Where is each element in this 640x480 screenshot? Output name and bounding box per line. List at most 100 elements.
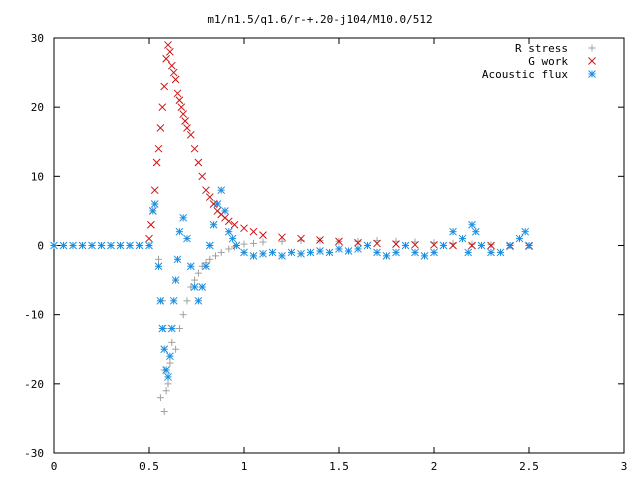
data-point	[259, 238, 267, 246]
series-g-work	[145, 41, 533, 251]
y-tick-label: 0	[37, 240, 44, 253]
x-axis: 0 0.5 1 1.5 2 2.5 3	[51, 38, 628, 473]
legend-label: R stress	[515, 42, 568, 55]
data-point	[173, 255, 182, 264]
data-point	[97, 241, 106, 250]
series-r-stress	[155, 237, 533, 415]
data-point	[160, 82, 169, 91]
y-tick-label: 30	[31, 32, 44, 45]
data-point	[126, 241, 134, 250]
data-point	[148, 207, 157, 215]
data-point	[259, 231, 267, 239]
data-point	[250, 239, 257, 247]
data-point	[468, 241, 476, 250]
data-point	[477, 241, 486, 250]
data-point	[59, 241, 68, 250]
x-tick-label: 2	[431, 460, 438, 473]
data-point	[521, 227, 530, 236]
data-point	[150, 186, 159, 195]
data-point	[468, 220, 476, 229]
data-point	[198, 172, 207, 181]
data-point	[190, 283, 199, 291]
data-point	[50, 241, 58, 250]
data-point	[206, 255, 214, 263]
legend-label: Acoustic flux	[482, 68, 568, 81]
data-point	[164, 41, 172, 49]
data-point	[515, 234, 524, 243]
series-acoustic-flux	[50, 186, 533, 381]
data-point	[458, 234, 467, 243]
data-point	[224, 227, 233, 236]
data-point	[464, 248, 473, 257]
data-point	[154, 262, 163, 271]
data-point	[278, 233, 286, 242]
data-point	[373, 248, 381, 257]
data-point	[160, 345, 169, 354]
x-tick-label: 2.5	[519, 460, 539, 473]
data-point	[209, 220, 218, 229]
data-point	[240, 248, 248, 257]
data-point	[168, 338, 176, 346]
data-point	[232, 241, 241, 250]
data-point	[160, 408, 168, 415]
data-point	[88, 241, 96, 250]
data-point	[164, 373, 172, 381]
data-point	[325, 248, 334, 257]
data-point	[135, 241, 144, 250]
data-point	[230, 220, 239, 229]
data-point	[107, 241, 115, 250]
x-tick-label: 3	[621, 460, 628, 473]
data-point	[335, 237, 343, 246]
data-point	[205, 193, 214, 201]
data-point	[525, 241, 533, 250]
data-point	[209, 200, 218, 208]
data-point	[172, 345, 180, 353]
data-point	[496, 248, 505, 257]
legend-marker	[588, 44, 596, 52]
data-point	[166, 47, 174, 56]
data-point	[354, 237, 362, 245]
data-point	[411, 240, 419, 249]
data-point	[177, 103, 186, 112]
data-point	[175, 227, 184, 236]
data-point	[240, 240, 248, 248]
data-point	[487, 241, 495, 250]
data-point	[205, 241, 214, 250]
data-point	[186, 262, 195, 271]
data-point	[344, 247, 353, 255]
data-point	[249, 252, 258, 260]
data-point	[156, 394, 164, 402]
data-point	[354, 238, 362, 247]
data-point	[430, 240, 438, 249]
data-point	[224, 217, 233, 226]
data-point	[179, 311, 187, 319]
data-point	[363, 241, 372, 250]
data-point	[487, 248, 495, 257]
data-point	[420, 252, 429, 260]
data-point	[468, 240, 476, 248]
data-point	[175, 96, 184, 105]
data-point	[183, 297, 191, 305]
data-point	[156, 124, 165, 132]
data-point	[306, 248, 315, 257]
data-point	[173, 89, 182, 98]
y-tick-label: -30	[24, 447, 44, 460]
data-point	[278, 252, 286, 260]
data-point	[392, 248, 400, 257]
x-tick-label: 1.5	[329, 460, 349, 473]
y-tick-label: -20	[24, 378, 44, 391]
data-point	[166, 359, 174, 367]
data-point	[179, 110, 188, 118]
data-point	[287, 248, 296, 257]
data-point	[213, 200, 222, 208]
data-point	[171, 75, 180, 84]
data-point	[167, 61, 176, 70]
data-point	[169, 68, 178, 77]
data-point	[217, 248, 225, 256]
data-point	[158, 103, 167, 112]
data-point	[249, 227, 258, 236]
data-point	[152, 158, 161, 167]
data-point	[198, 283, 207, 291]
data-point	[147, 220, 155, 229]
data-point	[335, 245, 343, 253]
